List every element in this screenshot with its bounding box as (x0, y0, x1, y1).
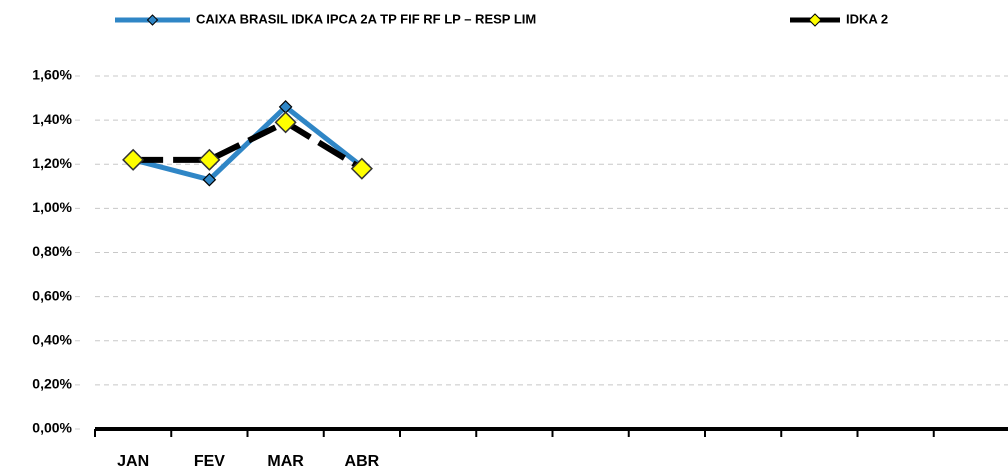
y-tick-label: 0,60% (32, 287, 72, 303)
series-line (133, 119, 364, 172)
point-marker (274, 111, 297, 134)
x-tick-label: FEV (194, 453, 225, 470)
y-tick-label: 0,00% (32, 420, 72, 436)
point-marker (122, 148, 145, 171)
y-tick-label: 0,80% (32, 243, 72, 259)
point-marker (350, 157, 373, 180)
x-tick-label: JAN (117, 453, 149, 470)
legend-label: IDKA 2 (846, 11, 888, 26)
y-tick-label: 1,60% (32, 67, 72, 83)
y-tick-label: 0,20% (32, 376, 72, 392)
y-tick-label: 1,20% (32, 155, 72, 171)
legend-label: CAIXA BRASIL IDKA IPCA 2A TP FIF RF LP –… (196, 11, 536, 26)
point-marker (202, 172, 217, 187)
y-tick-label: 0,40% (32, 331, 72, 347)
y-tick-label: 1,40% (32, 111, 72, 127)
x-tick-label: ABR (345, 453, 380, 470)
legend-marker (146, 14, 159, 26)
point-marker (198, 148, 221, 171)
series-line (132, 104, 364, 183)
legend-marker (808, 13, 822, 27)
y-tick-label: 1,00% (32, 199, 72, 215)
x-tick-label: MAR (267, 453, 304, 470)
